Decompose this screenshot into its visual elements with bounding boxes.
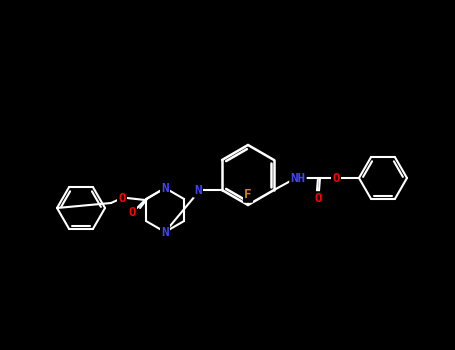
Text: O: O (128, 205, 136, 218)
Text: O: O (314, 193, 322, 205)
Text: N: N (161, 182, 169, 195)
Text: F: F (244, 189, 252, 202)
Text: NH: NH (290, 172, 305, 184)
Text: N: N (194, 183, 202, 196)
Text: O: O (118, 191, 126, 204)
Text: O: O (332, 172, 340, 184)
Text: N: N (161, 225, 169, 238)
